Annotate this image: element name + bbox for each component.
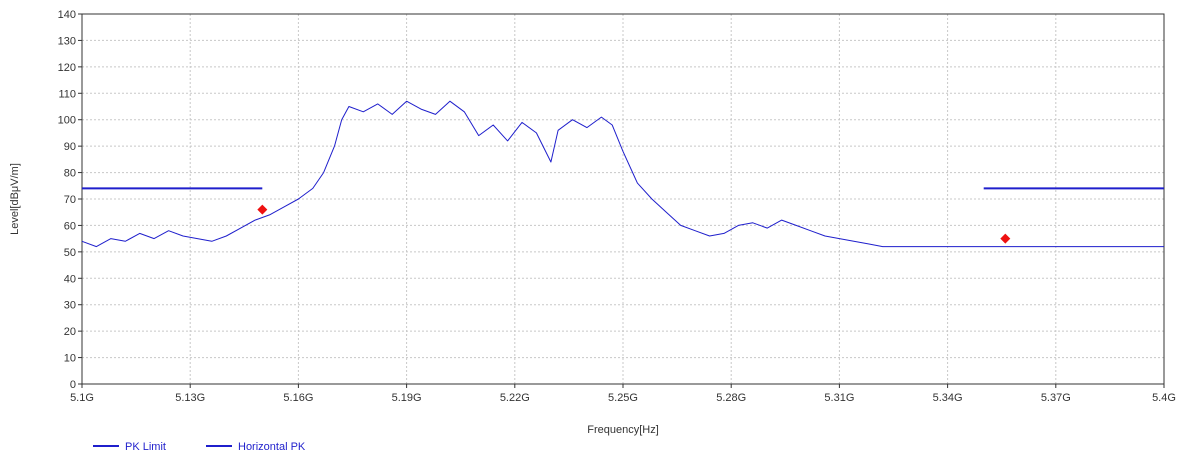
y-tick-label: 50 [64,247,76,259]
x-axis: 5.1G 5.13G 5.16G 5.19G 5.22G 5.25G 5.28G 5.31G 5… [70,384,1176,404]
grid [81,13,1165,385]
y-tick-label: 60 [64,220,76,232]
x-tick-label: 5.25G [608,392,638,404]
y-tick-label: 30 [64,300,76,312]
y-tick-label: 70 [64,194,76,206]
y-axis: 0 10 20 30 40 50 60 70 80 90 100 110 120 130 140 [58,9,82,391]
y-tick-label: 10 [64,353,76,365]
y-tick-label: 40 [64,273,76,285]
marker-layer [257,204,1011,244]
y-tick-label: 80 [64,168,76,180]
y-tick-label: 20 [64,326,76,338]
series-layer [81,100,1164,248]
peak-marker [1000,233,1011,244]
y-tick-label: 110 [58,88,76,100]
x-tick-label: 5.34G [933,392,963,404]
x-tick-label: 5.28G [716,392,746,404]
y-tick-label: 100 [58,115,76,127]
y-tick-label: 0 [70,379,76,391]
peak-marker [257,204,268,215]
x-tick-label: 5.1G [70,392,94,404]
x-tick-label: 5.19G [392,392,422,404]
x-tick-label: 5.16G [283,392,313,404]
x-tick-label: 5.13G [175,392,205,404]
x-axis-title: Frequency[Hz] [587,424,659,436]
series-line-horizontal-pk [81,100,1164,248]
legend-label: PK Limit [125,441,166,453]
y-tick-label: 90 [64,141,76,153]
y-tick-label: 120 [58,62,76,74]
y-tick-label: 140 [58,9,76,21]
x-tick-label: 5.4G [1152,392,1176,404]
x-tick-label: 5.31G [824,392,854,404]
x-tick-label: 5.37G [1041,392,1071,404]
legend: PK Limit Horizontal PK [93,441,306,453]
legend-label: Horizontal PK [238,441,306,453]
y-axis-title: Level[dBμV/m] [9,163,21,235]
y-tick-label: 130 [58,35,76,47]
x-tick-label: 5.22G [500,392,530,404]
